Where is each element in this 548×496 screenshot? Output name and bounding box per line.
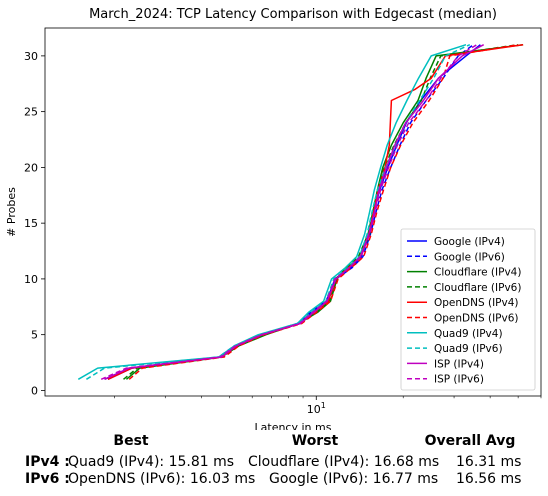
series-line-isp-ipv4 xyxy=(104,44,485,380)
summary-best-ipv4: Quad9 (IPv4): 15.81 ms xyxy=(68,454,235,470)
y-tick-label: 10 xyxy=(24,273,38,286)
y-axis-label: # Probes xyxy=(5,187,18,237)
legend-label-quad9-ipv4: Quad9 (IPv4) xyxy=(434,328,503,340)
summary-avg-ipv6: 16.56 ms xyxy=(456,471,522,487)
y-tick-label: 5 xyxy=(31,329,38,342)
legend-label-cloudflare-ipv4: Cloudflare (IPv4) xyxy=(434,267,521,279)
y-tick-label: 15 xyxy=(24,217,38,230)
summary-header-worst: Worst xyxy=(291,433,339,449)
summary-worst-ipv4: Cloudflare (IPv4): 16.68 ms xyxy=(248,454,440,470)
chart: March_2024: TCP Latency Comparison with … xyxy=(5,7,542,430)
summary-header-avg: Overall Avg xyxy=(424,433,516,449)
y-tick-label: 30 xyxy=(24,50,38,63)
summary-header-best: Best xyxy=(113,433,149,449)
axes-layer: 0 5 10 15 20 25 30 101 xyxy=(24,50,542,416)
series-layer xyxy=(77,43,524,380)
legend-label-opendns-ipv4: OpenDNS (IPv4) xyxy=(434,297,519,309)
legend-label-google-ipv4: Google (IPv4) xyxy=(434,236,505,248)
summary-worst-ipv6: Google (IPv6): 16.77 ms xyxy=(269,471,439,487)
legend-label-google-ipv6: Google (IPv6) xyxy=(434,251,505,263)
y-tick-label: 20 xyxy=(24,161,38,174)
y-tick-label: 0 xyxy=(31,384,38,397)
summary-avg-ipv4: 16.31 ms xyxy=(456,454,522,470)
legend-box xyxy=(400,228,536,391)
summary-table: Best Worst Overall Avg IPv4 : Quad9 (IPv… xyxy=(0,430,548,496)
y-tick-label: 25 xyxy=(24,106,38,119)
legend-label-isp-ipv6: ISP (IPv6) xyxy=(434,374,484,386)
series-line-opendns-ipv6 xyxy=(128,43,519,380)
summary-best-ipv6: OpenDNS (IPv6): 16.03 ms xyxy=(68,471,256,487)
x-tick-label: 101 xyxy=(307,401,326,416)
legend-label-cloudflare-ipv6: Cloudflare (IPv6) xyxy=(434,282,521,294)
legend: Google (IPv4) Google (IPv6) Cloudflare (IP… xyxy=(400,228,536,391)
summary-row-label-ipv4: IPv4 : xyxy=(25,454,70,470)
x-axis-label: Latency in ms xyxy=(255,421,332,430)
chart-title: March_2024: TCP Latency Comparison with … xyxy=(89,7,497,22)
legend-label-isp-ipv4: ISP (IPv4) xyxy=(434,358,484,370)
summary-row-label-ipv6: IPv6 : xyxy=(25,471,70,487)
legend-label-opendns-ipv6: OpenDNS (IPv6) xyxy=(434,313,519,325)
plot-frame xyxy=(44,27,542,397)
legend-label-quad9-ipv6: Quad9 (IPv6) xyxy=(434,343,503,355)
